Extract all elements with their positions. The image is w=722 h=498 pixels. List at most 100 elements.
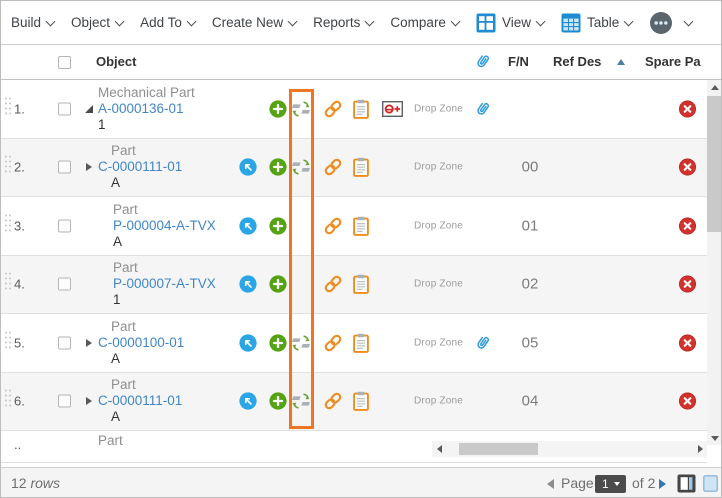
item-type-label: Part [111, 143, 136, 159]
remove-icon[interactable] [679, 158, 696, 176]
remove-icon[interactable] [679, 334, 696, 352]
link-icon[interactable] [323, 333, 343, 353]
table-row[interactable]: 5. Part C-0000100-01 A Drop Zone 05 [1, 314, 707, 373]
vertical-scrollbar[interactable] [707, 80, 721, 445]
remove-icon[interactable] [679, 100, 696, 118]
sync-replace-icon[interactable] [292, 100, 310, 118]
tree-collapsed-icon[interactable] [86, 397, 92, 406]
sync-replace-icon[interactable] [292, 334, 310, 352]
add-item-icon[interactable] [269, 392, 287, 410]
tree-collapsed-icon[interactable] [86, 338, 92, 347]
clipboard-icon[interactable] [353, 157, 369, 178]
item-number-link[interactable]: C-0000111-01 [98, 159, 183, 175]
item-number-link[interactable]: P-000004-A-TVX [113, 217, 216, 233]
row-checkbox[interactable] [58, 277, 71, 291]
drag-handle-icon[interactable] [4, 154, 12, 180]
menu-add-to[interactable]: Add To [140, 15, 197, 30]
drag-handle-icon[interactable] [4, 96, 12, 122]
table-row[interactable]: 3. Part P-000004-A-TVX A Drop Zone 01 [1, 197, 707, 256]
page-previous-button[interactable] [547, 479, 554, 489]
more-options-button[interactable] [649, 11, 694, 35]
drag-handle-icon[interactable] [4, 388, 12, 414]
drop-zone[interactable]: Drop Zone [414, 337, 464, 349]
column-ref-des[interactable]: Ref Des [553, 54, 602, 69]
goto-item-icon[interactable] [239, 392, 257, 410]
menu-compare[interactable]: Compare [390, 15, 461, 30]
scroll-right-button[interactable] [693, 441, 707, 457]
viewer-icon[interactable] [382, 100, 403, 117]
goto-item-icon[interactable] [239, 158, 257, 176]
attachment-paperclip-icon[interactable] [474, 334, 491, 351]
scroll-down-button[interactable] [707, 431, 721, 445]
select-all-checkbox[interactable] [58, 56, 71, 69]
menu-table[interactable]: Table [561, 13, 634, 33]
column-attachment-paperclip-icon[interactable] [474, 53, 491, 73]
page-select[interactable]: 1 [595, 475, 626, 493]
page-next-button[interactable] [659, 479, 666, 489]
column-spare-part[interactable]: Spare Pa [645, 54, 701, 69]
remove-icon[interactable] [679, 217, 696, 235]
drag-handle-icon[interactable] [4, 213, 12, 239]
tree-collapsed-icon[interactable] [86, 163, 92, 172]
clipboard-icon[interactable] [353, 333, 369, 353]
table-row[interactable]: 2. Part C-0000111-01 A Drop Zone 00 [1, 138, 707, 197]
horizontal-scrollbar[interactable] [432, 441, 707, 457]
link-icon[interactable] [323, 216, 343, 236]
column-object[interactable]: Object [96, 54, 137, 69]
sync-replace-icon[interactable] [292, 158, 310, 176]
menu-object[interactable]: Object [71, 15, 125, 30]
clipboard-icon[interactable] [353, 274, 369, 295]
remove-icon[interactable] [679, 392, 696, 410]
clipboard-icon[interactable] [353, 99, 369, 119]
add-item-icon[interactable] [269, 334, 287, 352]
item-number-link[interactable]: C-0000100-01 [98, 334, 185, 350]
item-number-link[interactable]: A-0000136-01 [98, 100, 184, 116]
scroll-left-button[interactable] [432, 441, 446, 457]
menu-build[interactable]: Build [11, 15, 56, 30]
sync-replace-icon[interactable] [292, 392, 310, 410]
add-item-icon[interactable] [269, 100, 287, 118]
link-icon[interactable] [323, 157, 343, 177]
add-item-icon[interactable] [269, 217, 287, 235]
column-fn[interactable]: F/N [508, 54, 529, 69]
item-number-link[interactable]: C-0000111-01 [98, 393, 183, 409]
scroll-up-button[interactable] [707, 80, 721, 94]
horizontal-scrollbar-thumb[interactable] [459, 443, 538, 455]
link-icon[interactable] [323, 274, 343, 294]
remove-icon[interactable] [679, 275, 696, 293]
clipboard-icon[interactable] [353, 216, 369, 236]
row-checkbox[interactable] [58, 219, 71, 233]
clipboard-icon[interactable] [353, 391, 369, 412]
table-row[interactable]: 1. Mechanical Part A-0000136-01 1 Drop Zone [1, 80, 707, 139]
menu-view[interactable]: View [476, 13, 546, 33]
menu-reports[interactable]: Reports [313, 15, 375, 30]
add-item-icon[interactable] [269, 158, 287, 176]
goto-item-icon[interactable] [239, 334, 257, 352]
drag-handle-icon[interactable] [4, 330, 12, 356]
row-checkbox[interactable] [58, 160, 71, 174]
tree-expanded-icon[interactable] [85, 104, 93, 113]
add-item-icon[interactable] [269, 275, 287, 293]
item-number-link[interactable]: P-000007-A-TVX [113, 276, 216, 292]
drop-zone[interactable]: Drop Zone [414, 220, 464, 232]
table-row[interactable]: 4. Part P-000007-A-TVX 1 Drop Zone 02 [1, 255, 707, 314]
menu-create-new[interactable]: Create New [212, 15, 298, 30]
row-checkbox[interactable] [58, 102, 71, 116]
vertical-scrollbar-thumb[interactable] [707, 96, 721, 232]
attachment-paperclip-icon[interactable] [474, 100, 491, 117]
link-icon[interactable] [323, 99, 343, 119]
grid-view-toggle-icon[interactable] [677, 474, 696, 496]
goto-item-icon[interactable] [239, 275, 257, 293]
goto-item-icon[interactable] [239, 217, 257, 235]
drop-zone[interactable]: Drop Zone [414, 161, 464, 173]
row-count: 12 rows [11, 468, 60, 497]
table-row[interactable]: 6. Part C-0000111-01 A Drop Zone 04 [1, 372, 707, 431]
row-checkbox[interactable] [58, 336, 71, 350]
drag-handle-icon[interactable] [4, 271, 12, 297]
drop-zone[interactable]: Drop Zone [414, 395, 464, 407]
link-icon[interactable] [323, 391, 343, 411]
drop-zone[interactable]: Drop Zone [414, 278, 464, 290]
drop-zone[interactable]: Drop Zone [414, 103, 464, 115]
form-view-toggle-icon[interactable] [703, 475, 718, 495]
row-checkbox[interactable] [58, 394, 71, 408]
